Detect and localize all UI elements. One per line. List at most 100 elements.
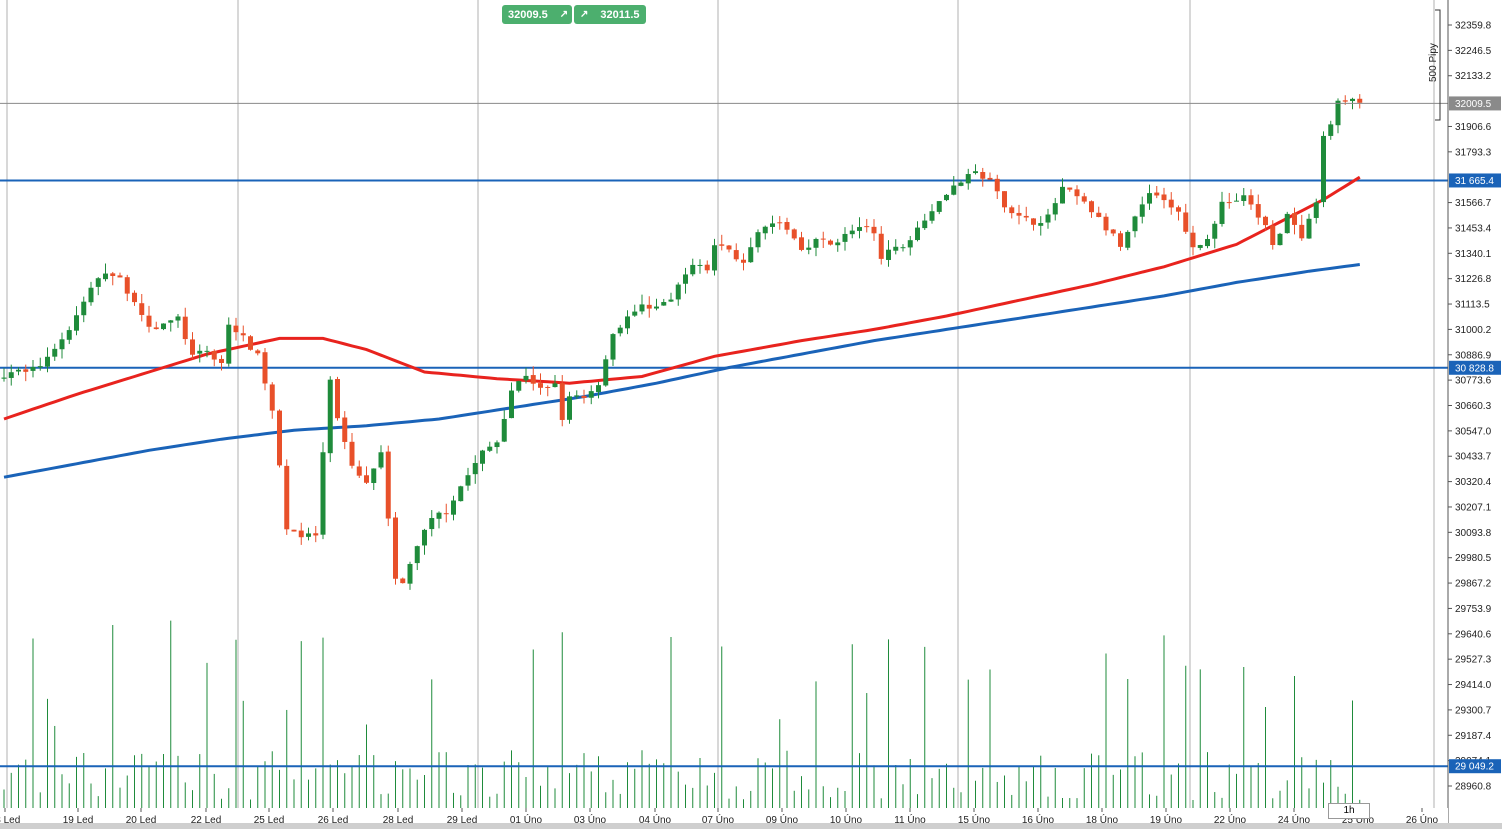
candle [1147,184,1152,210]
y-tick-label: 30547.0 [1455,426,1492,437]
candle [770,215,775,234]
candle [835,238,841,252]
candle [994,174,1000,200]
y-tick-label: 31000.2 [1455,325,1492,336]
candle [124,274,130,302]
candle [132,290,137,306]
x-tick-label: 09 Úno [766,813,799,826]
candle [393,511,398,585]
x-tick-label: 01 Úno [510,813,543,826]
candle [487,441,493,453]
candle [1052,197,1058,221]
candle [342,411,348,450]
x-tick-label: 11 Úno [894,813,926,826]
candle [639,294,645,315]
candle [1335,98,1341,134]
candle [1197,244,1203,251]
y-tick-label: 31113.5 [1455,300,1490,311]
candle [596,381,601,399]
candle [356,460,362,479]
candle [443,503,449,523]
level-label: 30 828.8 [1455,363,1494,374]
candle [719,234,725,251]
level-badge [1449,759,1501,774]
candle [973,164,978,175]
candle [632,304,638,317]
x-tick-label: 25 Led [254,815,285,826]
candle [907,235,913,256]
candle [248,335,253,351]
arrow-northeast-icon: ↗ [580,9,589,20]
candle [741,253,746,271]
candle [791,228,797,241]
candle [965,168,971,190]
y-tick-label: 29640.6 [1455,629,1492,640]
candle [371,468,377,490]
candle [581,389,587,404]
candle [886,240,891,267]
level-label: 31 665.4 [1455,176,1494,187]
candle [1357,94,1363,109]
candle [284,459,290,535]
candle [458,485,464,502]
x-tick-label: 10 Úno [830,813,863,826]
candle [1263,215,1268,231]
candle [1031,218,1036,231]
x-tick-label: 07 Úno [702,813,735,826]
candle [574,390,580,400]
y-tick-label: 29300.7 [1455,705,1492,716]
y-tick-label: 31793.3 [1455,147,1492,158]
candle [893,239,899,255]
candle [1190,225,1196,256]
candle [864,218,870,233]
candle [1328,120,1334,140]
level-badge [1449,173,1501,188]
candle [37,357,43,371]
x-tick-label: 22 Led [191,815,222,826]
y-tick-label: 31906.6 [1455,122,1492,133]
candle [103,263,108,282]
candle [559,375,565,427]
candle [414,545,420,571]
sell-price: 32009.5 [508,8,548,21]
candle [480,449,485,472]
horizontal-levels [0,179,1448,768]
candle [400,577,406,584]
candle [23,364,29,382]
candle [871,219,877,241]
y-tick-label: 30433.7 [1455,452,1492,463]
candle [45,347,50,373]
candle [1125,230,1131,251]
candle [110,271,116,286]
y-tick-label: 31566.7 [1455,198,1492,209]
candle [465,467,471,491]
candle [813,237,819,257]
candle [1060,178,1065,204]
candle [175,313,181,328]
y-tick-label: 31226.8 [1455,274,1492,285]
x-tick-label: 28 Led [383,815,414,826]
y-axis-panel[interactable] [1448,0,1502,833]
candle [153,321,159,330]
candle [139,294,145,322]
candle [117,272,123,278]
level-badge [1449,360,1501,375]
sell-button[interactable]: 32009.5 ↗ [502,5,572,24]
buy-button[interactable]: ↗ 32011.5 [574,5,646,24]
y-tick-label: 28960.8 [1455,782,1492,793]
candle [1081,192,1087,204]
candle [697,259,703,274]
candle [1226,192,1232,209]
candle [1255,194,1261,225]
candle [1038,216,1044,236]
timeframe-indicator[interactable]: 1h [1328,803,1370,819]
candle [204,345,210,358]
candle [1277,232,1283,246]
candle [197,344,203,363]
ma-slow-line [3,263,1361,479]
candle [327,376,333,463]
candle [52,343,58,361]
x-tick-label: 20 Led [126,815,157,826]
vertical-gridlines [6,0,1435,808]
